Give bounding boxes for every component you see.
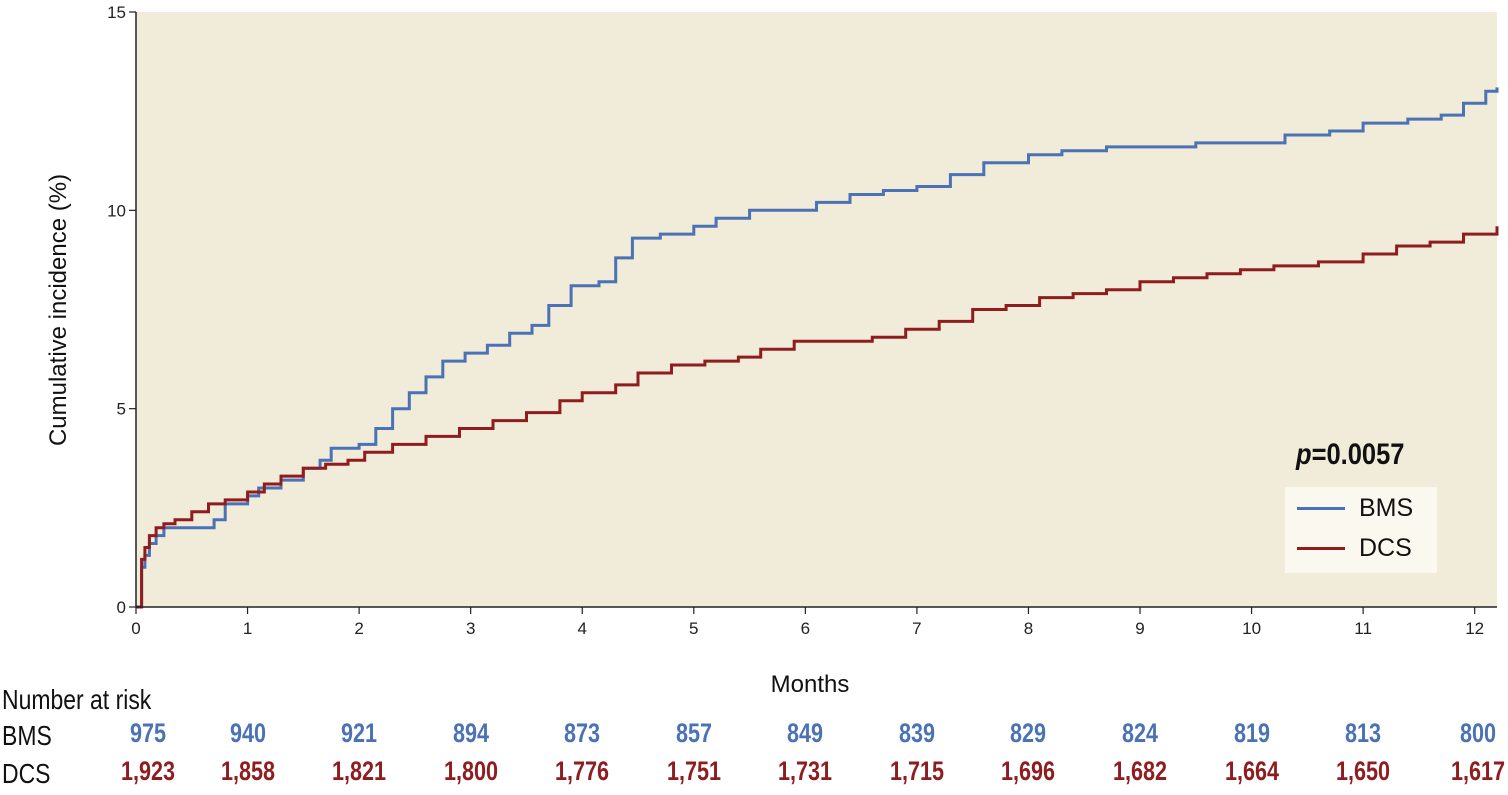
legend-item-bms: BMS xyxy=(1297,493,1413,523)
x-tick-label: 7 xyxy=(912,619,921,638)
risk-value-bms: 824 xyxy=(1121,718,1159,748)
risk-value-bms: 813 xyxy=(1345,718,1382,748)
risk-value-bms: 857 xyxy=(675,718,712,748)
risk-value-dcs: 1,858 xyxy=(220,756,275,786)
risk-value-bms: 839 xyxy=(898,718,935,748)
risk-row-label-bms: BMS xyxy=(2,720,52,751)
series-layer xyxy=(136,87,1499,609)
legend-label-bms: BMS xyxy=(1359,493,1414,522)
x-tick-label: 1 xyxy=(243,619,252,638)
legend-swatch-bms xyxy=(1297,506,1345,510)
x-tick-label: 4 xyxy=(577,619,586,638)
risk-value-bms: 873 xyxy=(564,718,601,748)
risk-value-bms: 829 xyxy=(1010,718,1047,748)
risk-value-bms: 975 xyxy=(129,718,167,748)
risk-value-dcs: 1,650 xyxy=(1336,756,1391,786)
risk-value-bms: 921 xyxy=(341,718,378,748)
y-tick-label: 10 xyxy=(107,201,126,220)
risk-value-dcs: 1,715 xyxy=(889,756,944,786)
y-axis-label: Cumulative incidence (%) xyxy=(45,174,72,446)
risk-value-dcs: 1,776 xyxy=(555,756,610,786)
x-tick-label: 10 xyxy=(1242,619,1261,638)
risk-value-dcs: 1,682 xyxy=(1112,756,1168,786)
risk-value-bms: 894 xyxy=(452,718,489,748)
x-tick-label: 8 xyxy=(1024,619,1033,638)
risk-value-dcs: 1,923 xyxy=(120,756,176,786)
x-tick-label: 9 xyxy=(1135,619,1144,638)
risk-value-bms: 819 xyxy=(1233,718,1270,748)
risk-value-bms: 849 xyxy=(787,718,824,748)
x-tick-label: 12 xyxy=(1465,619,1484,638)
p-value-annotation: p=0.0057 xyxy=(1296,438,1404,472)
risk-value-bms: 800 xyxy=(1459,718,1497,748)
series-line-dcs xyxy=(136,226,1499,609)
risk-value-bms: 940 xyxy=(229,718,266,748)
p-value-number: =0.0057 xyxy=(1311,438,1405,471)
risk-value-dcs: 1,800 xyxy=(443,756,498,786)
legend-label-dcs: DCS xyxy=(1359,533,1412,562)
legend: BMS DCS xyxy=(1285,487,1437,573)
x-tick-label: 6 xyxy=(801,619,810,638)
risk-value-dcs: 1,731 xyxy=(778,756,833,786)
p-value-symbol: p xyxy=(1296,438,1312,471)
plot-background xyxy=(136,12,1497,607)
risk-value-dcs: 1,696 xyxy=(1001,756,1056,786)
x-tick-label: 3 xyxy=(466,619,475,638)
x-tick-label: 0 xyxy=(131,619,140,638)
number-at-risk-title: Number at risk xyxy=(2,684,152,715)
risk-row-label-dcs: DCS xyxy=(2,758,51,789)
legend-swatch-dcs xyxy=(1297,546,1345,550)
x-ticks: 0 1 2 3 4 5 6 7 8 9 10 11 12 xyxy=(131,607,1484,638)
x-tick-label: 5 xyxy=(689,619,698,638)
risk-value-dcs: 1,751 xyxy=(666,756,721,786)
y-tick-label: 0 xyxy=(117,598,126,617)
x-tick-label: 11 xyxy=(1354,619,1372,638)
legend-item-dcs: DCS xyxy=(1297,533,1412,563)
risk-value-dcs: 1,821 xyxy=(332,756,387,786)
y-tick-label: 5 xyxy=(117,400,126,419)
x-axis-label: Months xyxy=(771,671,850,698)
x-tick-label: 2 xyxy=(354,619,363,638)
y-ticks: 0 5 10 15 xyxy=(107,3,136,617)
risk-value-dcs: 1,617 xyxy=(1450,756,1506,786)
risk-value-dcs: 1,664 xyxy=(1224,756,1279,786)
y-tick-label: 15 xyxy=(107,3,126,22)
